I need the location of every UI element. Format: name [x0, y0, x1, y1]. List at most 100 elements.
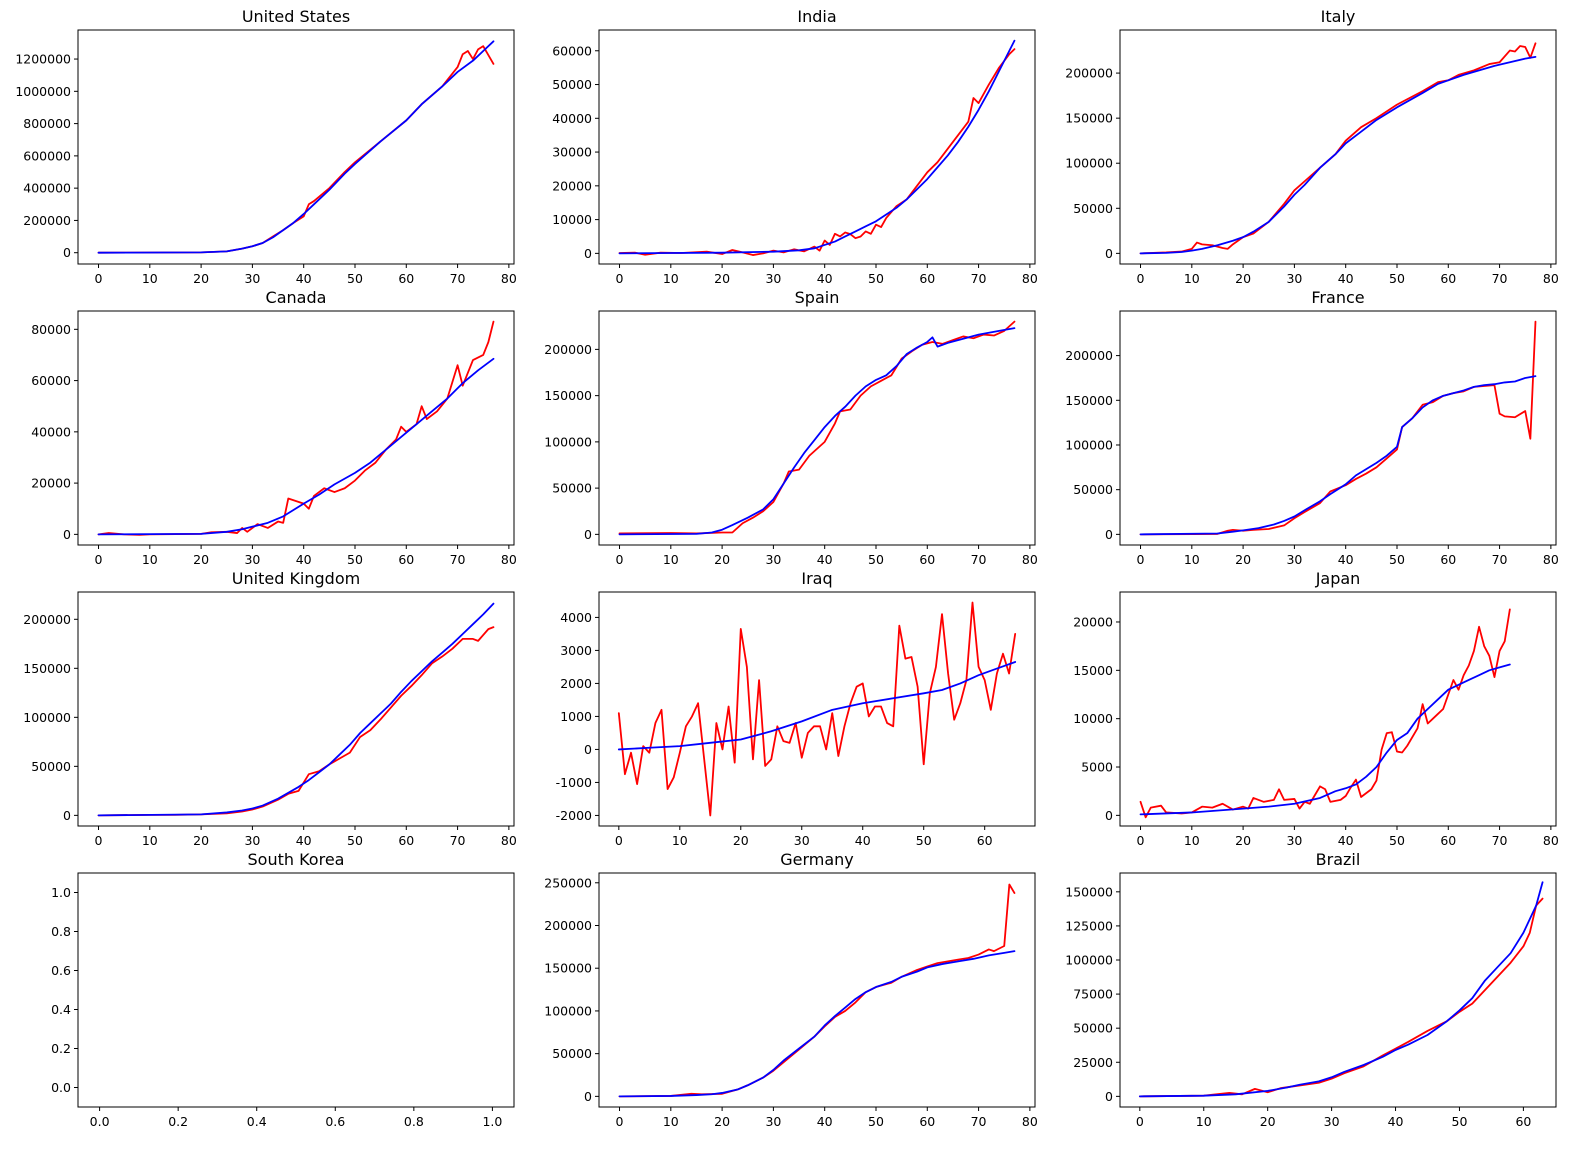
x-tick-label: 70	[1492, 271, 1508, 286]
x-tick-label: 10	[142, 833, 158, 848]
x-tick-label: 60	[919, 552, 935, 567]
y-tick-label: 60000	[552, 43, 592, 58]
y-tick-label: 1.0	[51, 885, 71, 900]
x-tick-label: 10	[142, 271, 158, 286]
y-tick-label: 200000	[544, 918, 592, 933]
series-line-red	[1139, 608, 1511, 819]
y-tick-label: 0	[1105, 246, 1113, 261]
y-tick-label: 0	[1105, 808, 1113, 823]
y-tick-label: 30000	[552, 145, 592, 160]
x-tick-label: 0	[1137, 833, 1145, 848]
series-line-blue	[97, 602, 495, 817]
x-tick-label: 40	[1338, 552, 1354, 567]
y-tick-label: 15000	[1073, 663, 1113, 678]
x-tick-label: 70	[971, 1114, 987, 1129]
y-tick-label: 1200000	[15, 52, 71, 67]
x-tick-label: 50	[1389, 552, 1405, 567]
x-tick-label: 10	[1184, 271, 1200, 286]
x-tick-label: 0	[616, 552, 624, 567]
axes-frame	[598, 591, 1036, 827]
y-tick-label: 0	[584, 527, 592, 542]
x-tick-label: 60	[977, 833, 993, 848]
x-tick-label: 30	[765, 271, 781, 286]
y-tick-label: 0	[584, 246, 592, 261]
x-tick-label: 60	[919, 271, 935, 286]
series-line-blue	[1139, 375, 1537, 536]
y-tick-label: 2000	[560, 676, 592, 691]
x-tick-label: 10	[142, 552, 158, 567]
x-tick-label: 0	[95, 271, 103, 286]
x-tick-label: 30	[244, 271, 260, 286]
y-tick-label: 0.4	[51, 1002, 71, 1017]
x-tick-label: 40	[1338, 833, 1354, 848]
axes-frame	[77, 591, 515, 827]
y-tick-label: 40000	[31, 424, 71, 439]
x-tick-label: 70	[1492, 552, 1508, 567]
y-tick-label: 0	[1105, 527, 1113, 542]
x-tick-label: 10	[1196, 1114, 1212, 1129]
panel-south-korea: South Korea 0.0 0.2 0.4 0.6 0.8 1.0 0.0 0.2 0.4 0.…	[51, 850, 515, 1129]
x-tick-label: 50	[868, 552, 884, 567]
y-tick-label: 50000	[552, 481, 592, 496]
x-tick-label: 20	[1235, 833, 1251, 848]
x-tick-label: 80	[1543, 833, 1559, 848]
x-tick-label: 0	[615, 833, 623, 848]
x-tick-label: 0.0	[90, 1114, 110, 1129]
x-tick-label: 50	[916, 833, 932, 848]
x-tick-label: 80	[1022, 271, 1038, 286]
axes-frame	[1119, 591, 1557, 827]
series-line-red	[617, 601, 1017, 817]
y-tick-label: 1000	[560, 709, 592, 724]
y-tick-label: 50000	[1073, 201, 1113, 216]
panel-title: Germany	[780, 850, 854, 869]
x-tick-label: 20	[193, 552, 209, 567]
y-tick-label: 100000	[1065, 953, 1113, 968]
series-line-blue	[617, 661, 1017, 751]
x-tick-label: 20	[1235, 271, 1251, 286]
x-tick-label: 10	[1184, 552, 1200, 567]
x-tick-label: 60	[1515, 1114, 1531, 1129]
x-tick-label: 40	[1388, 1114, 1404, 1129]
y-tick-label: -2000	[556, 808, 592, 823]
y-tick-label: 0.8	[51, 924, 71, 939]
y-tick-label: 0.2	[51, 1041, 71, 1056]
x-tick-label: 80	[501, 271, 517, 286]
x-tick-label: 40	[296, 552, 312, 567]
series-line-blue	[97, 40, 495, 254]
x-tick-label: 50	[347, 552, 363, 567]
x-tick-label: 0.2	[168, 1114, 188, 1129]
series-line-blue	[1138, 881, 1544, 1098]
panel-spain: Spain 0 10 20 30 40 50 60 70 80 0 50000 100000 150000…	[544, 288, 1038, 567]
x-tick-label: 60	[1440, 833, 1456, 848]
panel-india: India 0 10 20 30 40 50 60 70 80 0 10000 20000 30000 40…	[552, 7, 1038, 286]
y-tick-label: 150000	[544, 388, 592, 403]
y-tick-label: 150000	[1065, 111, 1113, 126]
y-tick-label: 100000	[544, 434, 592, 449]
panel-canada: Canada 0 10 20 30 40 50 60 70 80 0 20000 40000 60000 8…	[31, 288, 517, 567]
series-line-blue	[1139, 663, 1511, 816]
panel-italy: Italy 0 10 20 30 40 50 60 70 80 0 50000 100000 150000…	[1065, 7, 1559, 286]
y-tick-label: 200000	[1065, 66, 1113, 81]
panel-france: France 0 10 20 30 40 50 60 70 80 0 50000 100000 15000…	[1065, 288, 1559, 567]
panel-title: South Korea	[248, 850, 345, 869]
x-tick-label: 30	[794, 833, 810, 848]
panel-title: United States	[242, 7, 350, 26]
x-tick-label: 80	[501, 833, 517, 848]
x-tick-label: 0	[95, 833, 103, 848]
y-tick-label: 1000000	[15, 84, 71, 99]
x-tick-label: 80	[1543, 552, 1559, 567]
y-tick-label: 100000	[23, 710, 71, 725]
y-tick-label: 20000	[552, 178, 592, 193]
y-tick-label: 0.6	[51, 963, 71, 978]
panel-title: Spain	[795, 288, 840, 307]
y-tick-label: 150000	[544, 961, 592, 976]
y-tick-label: 60000	[31, 373, 71, 388]
axes-frame	[1119, 29, 1557, 265]
series-line-blue	[1139, 55, 1537, 255]
x-tick-label: 30	[765, 552, 781, 567]
x-tick-label: 80	[1022, 1114, 1038, 1129]
y-tick-label: 0	[63, 808, 71, 823]
axes-frame	[77, 872, 515, 1108]
